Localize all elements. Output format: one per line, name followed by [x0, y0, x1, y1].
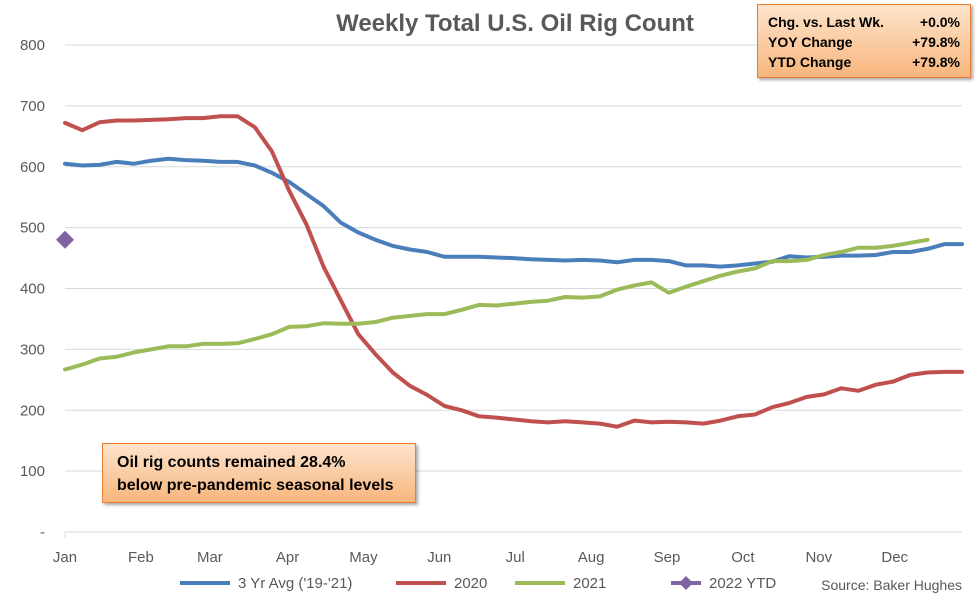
- legend: 3 Yr Avg ('19-'21) 2020 2021 2022 YTD: [180, 575, 776, 592]
- annotation-line-2: below pre-pandemic seasonal levels: [117, 477, 394, 494]
- series-line-1: [63, 114, 964, 429]
- stats-row-yoy: YOY Change +79.8%: [768, 32, 960, 52]
- series-lines: [56, 114, 964, 429]
- legend-label: 3 Yr Avg ('19-'21): [238, 575, 352, 592]
- legend-marker: [679, 576, 693, 590]
- x-axis: Jan Feb Mar Apr May Jun Jul Aug Sep Oct Nov Dec: [53, 531, 962, 566]
- gridlines: [65, 44, 962, 472]
- stats-row-ytd: YTD Change +79.8%: [768, 52, 960, 72]
- y-tick-label: 100: [20, 463, 45, 480]
- series-line-0: [63, 156, 964, 269]
- x-tick-label: Sep: [654, 549, 681, 566]
- stats-row-weekly: Chg. vs. Last Wk. +0.0%: [768, 12, 960, 32]
- y-tick-label: 700: [20, 98, 45, 115]
- x-tick-label: Mar: [197, 549, 223, 566]
- series-line-2: [63, 237, 930, 372]
- y-tick-label: 400: [20, 281, 45, 298]
- stats-label: Chg. vs. Last Wk.: [768, 14, 884, 30]
- x-tick-label: Dec: [881, 549, 908, 566]
- x-tick-label: May: [349, 549, 378, 566]
- stats-value: +0.0%: [919, 14, 960, 30]
- y-tick-label: 600: [20, 159, 45, 176]
- y-axis: - 100 200 300 400 500 600 700 800: [20, 37, 45, 541]
- y-tick-label: 200: [20, 402, 45, 419]
- annotation-callout: Oil rig counts remained 28.4% below pre-…: [102, 443, 416, 503]
- x-tick-label: Feb: [128, 549, 154, 566]
- source-label: Source: Baker Hughes: [821, 577, 962, 593]
- chart-title: Weekly Total U.S. Oil Rig Count: [336, 10, 694, 37]
- y-tick-label: 500: [20, 220, 45, 237]
- legend-label: 2022 YTD: [709, 575, 776, 592]
- x-tick-label: Jan: [53, 549, 77, 566]
- x-tick-label: Jul: [506, 549, 525, 566]
- stats-value: +79.8%: [912, 54, 960, 70]
- stats-label: YTD Change: [768, 54, 852, 70]
- legend-label: 2020: [454, 575, 487, 592]
- x-tick-label: Jun: [427, 549, 451, 566]
- legend-label: 2021: [573, 575, 606, 592]
- annotation-line-1: Oil rig counts remained 28.4%: [117, 454, 346, 471]
- x-tick-label: Apr: [276, 549, 299, 566]
- change-stats-box: Chg. vs. Last Wk. +0.0% YOY Change +79.8…: [757, 4, 971, 78]
- y-tick-label: 300: [20, 341, 45, 358]
- y-tick-label: -: [40, 524, 45, 541]
- x-tick-label: Oct: [731, 549, 755, 566]
- y-tick-label: 800: [20, 37, 45, 54]
- series-marker-2022: [56, 230, 74, 249]
- stats-label: YOY Change: [768, 34, 853, 50]
- x-tick-label: Aug: [578, 549, 605, 566]
- stats-value: +79.8%: [912, 34, 960, 50]
- x-tick-label: Nov: [805, 549, 832, 566]
